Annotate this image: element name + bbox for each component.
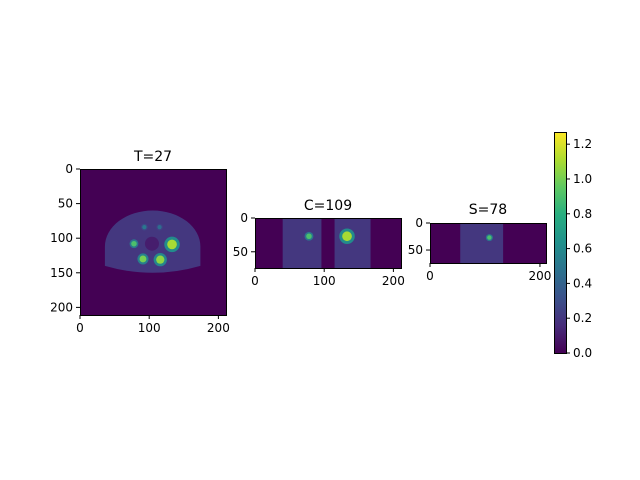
x-tick-label: 200 (382, 274, 405, 288)
colorbar-tick-label: 0.8 (573, 207, 592, 221)
image-background (255, 218, 401, 268)
y-tick-label: 100 (50, 231, 73, 245)
hot-spot (167, 239, 177, 250)
x-tick-label: 0 (426, 269, 434, 283)
x-tick-label: 0 (76, 321, 84, 335)
colorbar-tick-label: 1.0 (573, 172, 592, 186)
body-section (334, 218, 371, 268)
panel-title: T=27 (133, 149, 172, 165)
colorbar-tick-label: 0.2 (573, 311, 592, 325)
y-tick-label: 50 (408, 243, 423, 257)
axes-frame (430, 223, 547, 264)
axis-ticks: 0 100 200 0 50 (233, 211, 405, 288)
y-tick-label: 0 (65, 162, 73, 176)
x-tick-label: 100 (138, 321, 161, 335)
colorbar-tick-label: 0.6 (573, 242, 592, 256)
hot-spot (157, 225, 162, 230)
colorbar-tick-label: 0.4 (573, 276, 592, 290)
body-section (282, 218, 322, 268)
colorbar-tick-label: 0.0 (573, 346, 592, 360)
hot-spot (142, 225, 147, 230)
axes-frame (255, 218, 402, 269)
x-tick-label: 200 (207, 321, 230, 335)
hot-spot (306, 233, 312, 240)
coronal-slice-panel: C=109 0 100 200 0 50 (233, 198, 405, 288)
hot-spot (139, 255, 147, 263)
y-tick-label: 0 (415, 216, 423, 230)
colorbar-frame (554, 132, 567, 354)
colorbar-gradient (554, 132, 566, 353)
body-section (460, 223, 504, 263)
panel-title: C=109 (304, 198, 352, 214)
slice-image (430, 223, 546, 263)
x-tick-label: 0 (251, 274, 259, 288)
colorbar-tick-label: 1.2 (573, 137, 592, 151)
y-tick-label: 0 (240, 211, 248, 225)
colorbar-ticks: 0.0 0.2 0.4 0.6 0.8 1.0 1.2 (566, 137, 592, 360)
hot-spot (131, 240, 137, 247)
hot-spot (342, 231, 352, 242)
y-tick-label: 50 (233, 245, 248, 259)
panel-title: S=78 (469, 202, 507, 218)
hot-spot (156, 255, 165, 264)
y-tick-label: 150 (50, 266, 73, 280)
colorbar: 0.0 0.2 0.4 0.6 0.8 1.0 1.2 (554, 132, 592, 360)
y-tick-label: 50 (58, 197, 73, 211)
central-cavity (144, 236, 159, 251)
hot-spot (487, 235, 492, 240)
x-tick-label: 100 (313, 274, 336, 288)
slice-image (80, 169, 226, 315)
x-tick-label: 200 (528, 269, 551, 283)
axes-frame (80, 169, 227, 316)
y-tick-label: 200 (50, 300, 73, 314)
slice-image (255, 218, 401, 268)
